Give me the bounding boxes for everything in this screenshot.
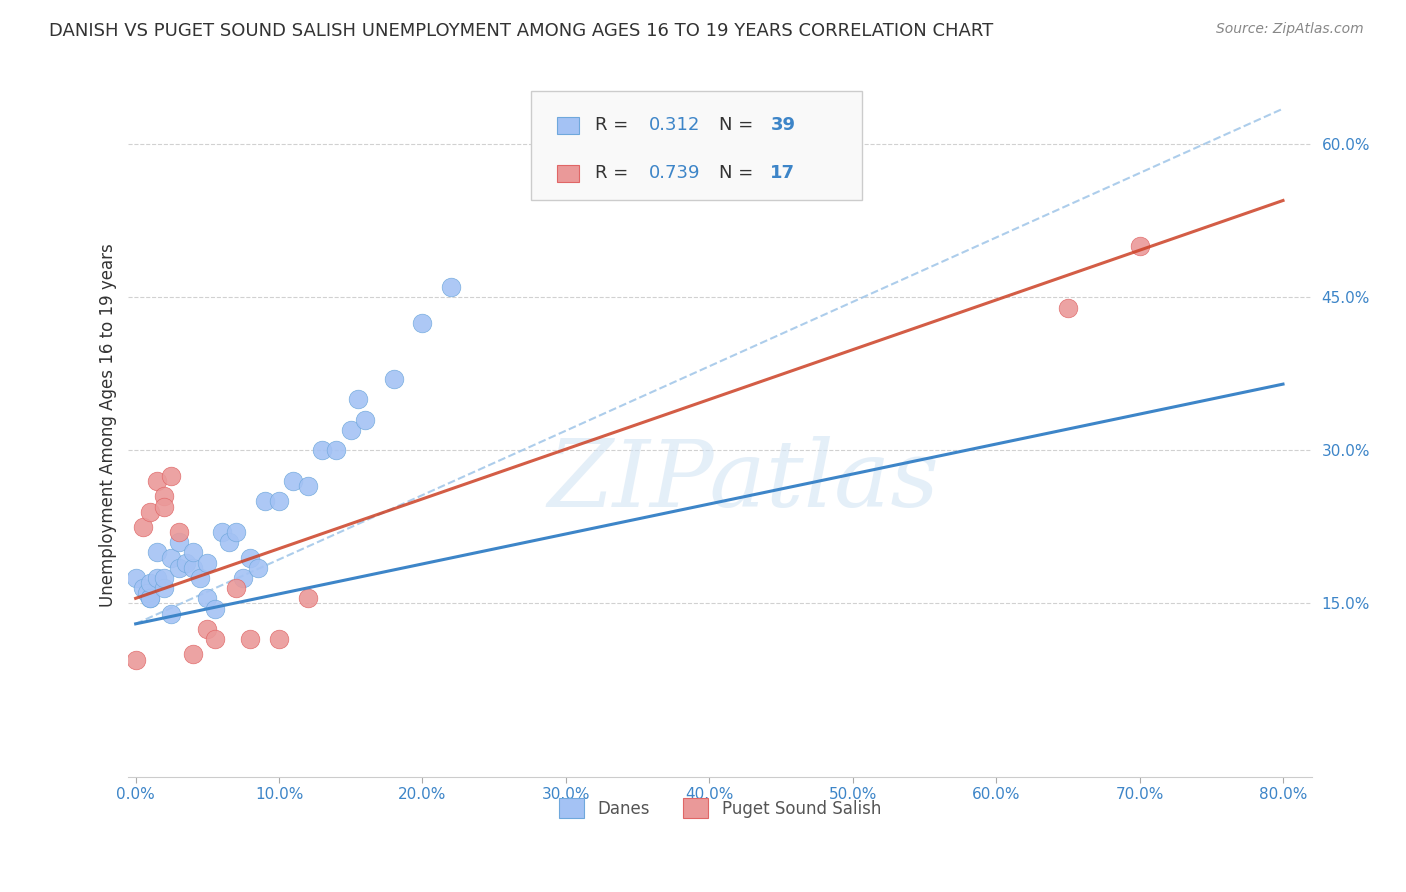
Y-axis label: Unemployment Among Ages 16 to 19 years: Unemployment Among Ages 16 to 19 years bbox=[100, 243, 117, 607]
Point bbox=[204, 632, 226, 647]
Point bbox=[382, 372, 405, 386]
Point bbox=[239, 550, 262, 565]
Point bbox=[160, 607, 183, 621]
Legend: Danes, Puget Sound Salish: Danes, Puget Sound Salish bbox=[553, 791, 887, 825]
FancyBboxPatch shape bbox=[557, 117, 579, 134]
Text: N =: N = bbox=[720, 164, 759, 182]
Text: 0.739: 0.739 bbox=[648, 164, 700, 182]
Point bbox=[146, 545, 169, 559]
Point bbox=[283, 474, 305, 488]
Point bbox=[411, 316, 433, 330]
Point bbox=[297, 591, 319, 606]
Point bbox=[339, 423, 361, 437]
Point bbox=[132, 581, 155, 595]
Point bbox=[153, 571, 176, 585]
Point bbox=[188, 571, 211, 585]
Point bbox=[124, 571, 146, 585]
Point bbox=[297, 479, 319, 493]
Point bbox=[440, 280, 463, 294]
Text: 0.312: 0.312 bbox=[648, 116, 700, 134]
Text: DANISH VS PUGET SOUND SALISH UNEMPLOYMENT AMONG AGES 16 TO 19 YEARS CORRELATION : DANISH VS PUGET SOUND SALISH UNEMPLOYMEN… bbox=[49, 22, 994, 40]
Point bbox=[347, 392, 370, 407]
Point bbox=[218, 535, 240, 549]
Point bbox=[167, 524, 190, 539]
Point bbox=[195, 622, 218, 636]
Point bbox=[146, 474, 169, 488]
Point bbox=[153, 581, 176, 595]
Point bbox=[181, 648, 204, 662]
Point bbox=[246, 560, 269, 574]
FancyBboxPatch shape bbox=[530, 91, 862, 200]
Point bbox=[153, 500, 176, 514]
Text: ZIPatlas: ZIPatlas bbox=[548, 436, 939, 526]
Point bbox=[167, 560, 190, 574]
Point bbox=[195, 591, 218, 606]
Point bbox=[160, 550, 183, 565]
Text: R =: R = bbox=[595, 116, 634, 134]
FancyBboxPatch shape bbox=[557, 165, 579, 182]
Point bbox=[211, 524, 233, 539]
Point bbox=[174, 556, 197, 570]
Point bbox=[239, 632, 262, 647]
Point bbox=[1057, 301, 1080, 315]
Point bbox=[267, 494, 290, 508]
Point bbox=[1129, 239, 1152, 253]
Point bbox=[181, 560, 204, 574]
Point bbox=[311, 443, 333, 458]
Text: 17: 17 bbox=[770, 164, 796, 182]
Text: Source: ZipAtlas.com: Source: ZipAtlas.com bbox=[1216, 22, 1364, 37]
Point bbox=[139, 576, 162, 591]
Point bbox=[136, 586, 159, 600]
Text: N =: N = bbox=[720, 116, 759, 134]
Point bbox=[139, 591, 162, 606]
Point bbox=[139, 591, 162, 606]
Point bbox=[354, 413, 377, 427]
Point bbox=[232, 571, 254, 585]
Text: R =: R = bbox=[595, 164, 634, 182]
Point bbox=[139, 505, 162, 519]
Point bbox=[167, 535, 190, 549]
Point bbox=[181, 545, 204, 559]
Point bbox=[225, 581, 247, 595]
Point bbox=[204, 601, 226, 615]
Point bbox=[124, 652, 146, 666]
Point bbox=[153, 489, 176, 503]
Point bbox=[253, 494, 276, 508]
Point bbox=[195, 556, 218, 570]
Point bbox=[225, 524, 247, 539]
Point bbox=[146, 571, 169, 585]
Point bbox=[160, 469, 183, 483]
Point bbox=[267, 632, 290, 647]
Text: 39: 39 bbox=[770, 116, 796, 134]
Point bbox=[325, 443, 347, 458]
Point bbox=[132, 520, 155, 534]
